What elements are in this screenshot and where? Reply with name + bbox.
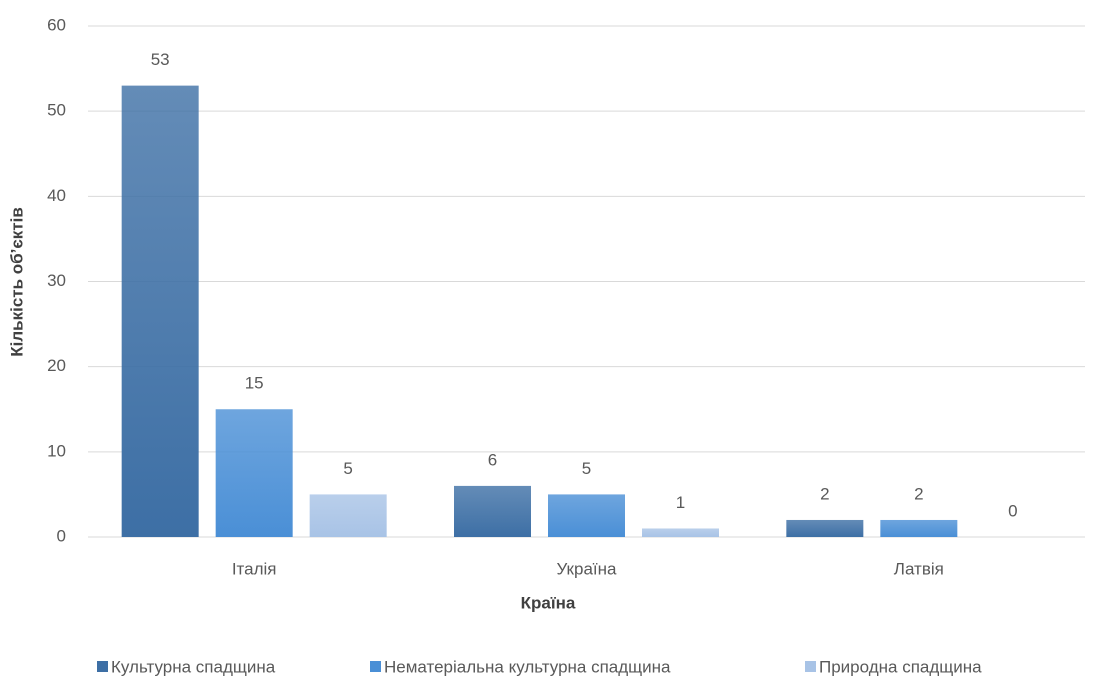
data-label: 5: [343, 459, 352, 478]
bar: [548, 494, 625, 537]
y-tick-label: 10: [47, 441, 66, 460]
bar: [121, 85, 199, 537]
data-label: 5: [582, 459, 591, 478]
data-label: 53: [151, 50, 170, 69]
legend-swatch: [805, 661, 816, 672]
bar: [642, 528, 719, 537]
data-label: 2: [914, 484, 923, 503]
y-tick-label: 0: [57, 526, 66, 545]
x-tick-label: Латвія: [894, 559, 944, 578]
y-tick-label: 40: [47, 186, 66, 205]
x-tick-label: Італія: [232, 559, 277, 578]
bar: [454, 485, 531, 537]
y-tick-label: 60: [47, 15, 66, 34]
bar: [309, 494, 387, 537]
data-label: 2: [820, 484, 829, 503]
y-tick-label: 20: [47, 356, 66, 375]
x-axis-label: Країна: [521, 593, 576, 612]
legend-label: Природна спадщина: [819, 657, 982, 676]
y-tick-label: 30: [47, 271, 66, 290]
data-label: 0: [1008, 501, 1017, 520]
data-label: 15: [245, 374, 264, 393]
data-label: 6: [488, 450, 497, 469]
bar: [786, 519, 864, 537]
y-tick-label: 50: [47, 101, 66, 120]
legend-label: Культурна спадщина: [111, 657, 276, 676]
legend-swatch: [370, 661, 381, 672]
x-tick-label: Україна: [557, 559, 617, 578]
legend-label: Нематеріальна культурна спадщина: [384, 657, 671, 676]
y-axis-label: Кількість об’єктів: [7, 207, 26, 357]
bar: [215, 409, 293, 537]
legend-swatch: [97, 661, 108, 672]
data-label: 1: [676, 493, 685, 512]
bar: [880, 519, 958, 537]
